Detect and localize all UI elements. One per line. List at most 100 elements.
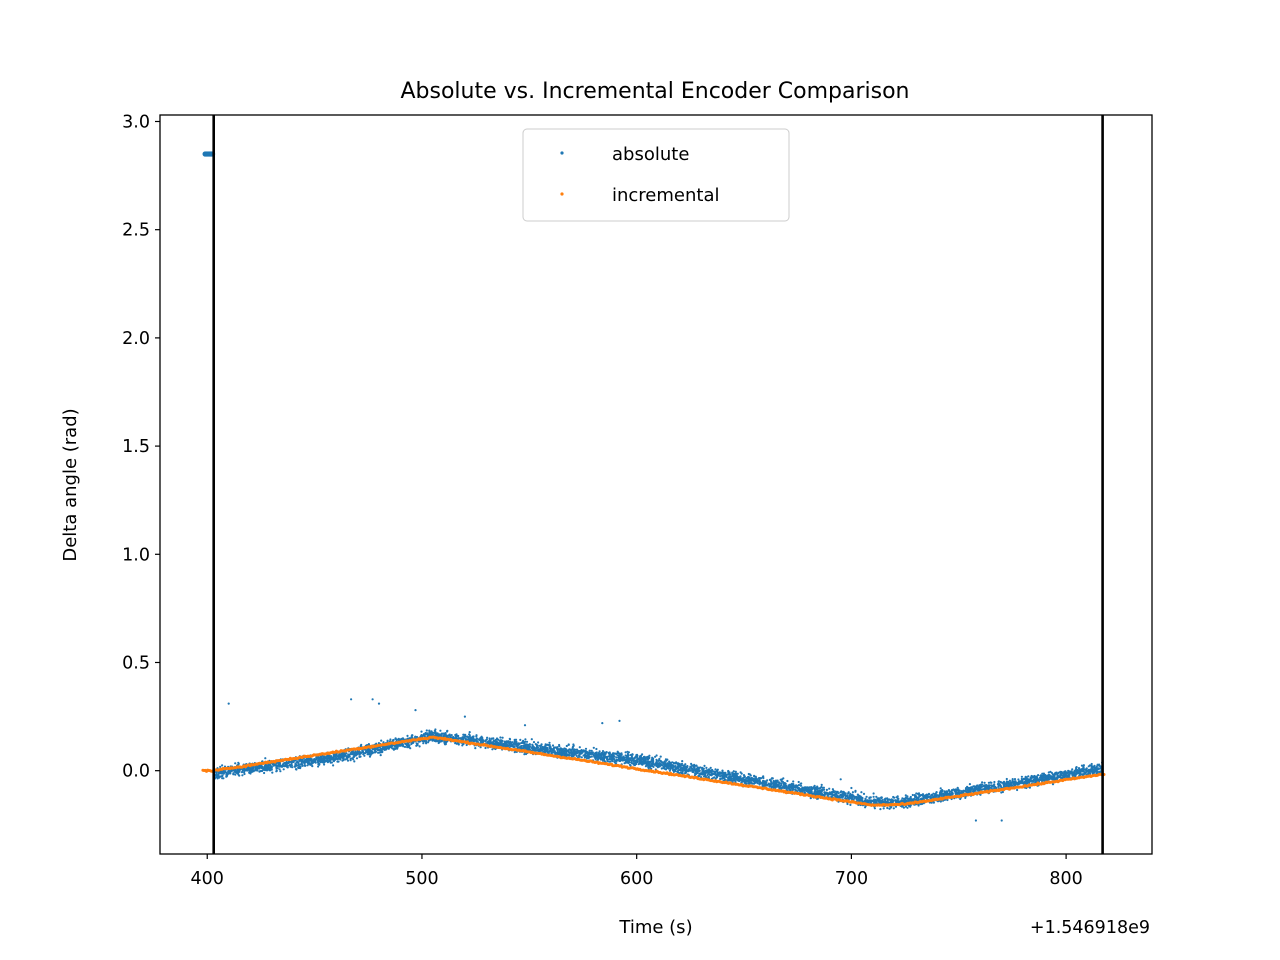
absolute-point <box>930 793 933 796</box>
absolute-point <box>651 760 654 763</box>
absolute-point <box>919 797 923 801</box>
absolute-point <box>684 768 687 771</box>
absolute-point <box>425 741 428 744</box>
absolute-point <box>219 771 222 775</box>
absolute-point <box>259 765 262 769</box>
absolute-point <box>844 794 847 797</box>
absolute-point <box>366 750 369 753</box>
absolute-point <box>400 744 403 747</box>
absolute-point <box>384 747 387 750</box>
absolute-point <box>256 765 259 768</box>
absolute-point <box>519 738 522 742</box>
absolute-point <box>526 748 529 751</box>
absolute-point <box>234 769 237 772</box>
absolute-point <box>238 769 241 772</box>
absolute-point <box>457 737 460 740</box>
absolute-point <box>1027 775 1030 778</box>
absolute-point <box>939 800 942 803</box>
absolute-point <box>312 761 315 764</box>
absolute-point <box>589 753 592 756</box>
absolute-point <box>892 795 895 799</box>
absolute-point <box>346 759 350 762</box>
absolute-point <box>278 764 281 767</box>
absolute-point <box>729 778 732 781</box>
absolute-point <box>964 787 968 790</box>
absolute-point <box>255 768 258 771</box>
absolute-point <box>624 761 627 764</box>
absolute-point <box>832 789 835 792</box>
absolute-point <box>1071 773 1074 776</box>
absolute-point <box>240 771 244 774</box>
absolute-point <box>655 758 658 761</box>
absolute-point <box>624 751 627 754</box>
absolute-point <box>995 786 998 789</box>
absolute-point <box>873 807 877 810</box>
absolute-point <box>331 758 334 761</box>
absolute-point <box>488 737 491 740</box>
absolute-point <box>227 770 230 774</box>
absolute-point <box>552 749 555 752</box>
absolute-point <box>847 796 850 799</box>
absolute-point <box>332 764 335 767</box>
absolute-point <box>231 769 234 772</box>
absolute-point <box>975 785 978 788</box>
absolute-point <box>535 747 538 750</box>
absolute-point <box>865 799 868 802</box>
absolute-point <box>728 775 731 778</box>
absolute-point <box>820 783 823 787</box>
absolute-point <box>505 740 508 743</box>
absolute-point <box>1051 773 1054 776</box>
absolute-point <box>858 794 861 798</box>
absolute-point <box>766 779 769 782</box>
absolute-point <box>305 757 308 761</box>
absolute-point <box>692 768 695 771</box>
absolute-point <box>598 750 601 753</box>
absolute-point <box>403 745 407 749</box>
absolute-point <box>422 742 425 745</box>
absolute-point <box>524 738 527 741</box>
absolute-point <box>508 738 512 741</box>
absolute-point <box>666 758 669 761</box>
absolute-point <box>847 792 850 795</box>
absolute-point <box>1060 771 1063 774</box>
absolute-point <box>1045 776 1048 779</box>
absolute-point <box>1044 773 1047 777</box>
absolute-point <box>697 768 700 771</box>
absolute-point <box>732 772 735 775</box>
absolute-point <box>778 782 781 786</box>
absolute-point <box>787 784 790 787</box>
absolute-point <box>900 805 904 808</box>
absolute-point <box>749 774 752 777</box>
absolute-point <box>616 754 619 757</box>
absolute-point <box>440 740 443 743</box>
absolute-point <box>694 772 698 775</box>
absolute-point <box>856 793 860 796</box>
absolute-point <box>442 732 445 735</box>
absolute-point <box>608 757 611 760</box>
absolute-point <box>278 768 281 771</box>
absolute-point <box>862 800 866 803</box>
absolute-point <box>580 756 583 759</box>
absolute-point <box>842 792 845 795</box>
absolute-point <box>859 799 862 802</box>
absolute-point <box>526 744 529 747</box>
absolute-point <box>622 755 625 759</box>
absolute-point <box>575 754 578 758</box>
absolute-point <box>517 746 520 749</box>
absolute-point <box>693 766 696 769</box>
absolute-point <box>652 765 655 769</box>
absolute-point <box>415 744 418 747</box>
absolute-point <box>987 781 991 784</box>
absolute-point <box>585 757 589 760</box>
absolute-point <box>565 744 568 748</box>
absolute-point <box>451 736 454 739</box>
absolute-point <box>855 795 858 798</box>
absolute-point <box>290 764 293 767</box>
absolute-point <box>856 799 859 802</box>
absolute-point <box>611 754 614 757</box>
absolute-point <box>535 749 538 752</box>
absolute-point <box>1009 784 1013 787</box>
absolute-point <box>967 788 970 791</box>
absolute-point <box>358 752 361 755</box>
